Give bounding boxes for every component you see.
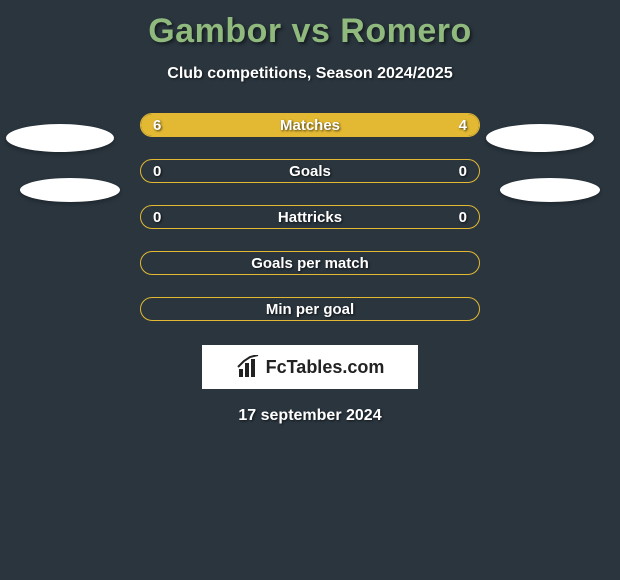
stats-container: 6 Matches 4 0 Goals 0 0 Hattricks 0 Goal… [0,113,620,321]
stat-right-value: 4 [459,117,467,134]
stat-row-matches: 6 Matches 4 [140,113,480,137]
stat-row-hattricks: 0 Hattricks 0 [140,205,480,229]
page-title: Gambor vs Romero [0,0,620,51]
stat-label: Goals [289,163,331,180]
bar-chart-icon [236,355,262,379]
fctables-logo[interactable]: FcTables.com [202,345,418,389]
stat-label: Matches [280,117,340,134]
subtitle: Club competitions, Season 2024/2025 [0,65,620,83]
stat-left-value: 0 [153,209,161,226]
stat-row-min-per-goal: Min per goal [140,297,480,321]
stat-label: Min per goal [266,301,354,318]
stat-left-value: 0 [153,163,161,180]
stat-label: Goals per match [251,255,369,272]
stat-right-value: 0 [459,163,467,180]
stat-row-goals: 0 Goals 0 [140,159,480,183]
stat-label: Hattricks [278,209,342,226]
stat-row-goals-per-match: Goals per match [140,251,480,275]
stat-right-value: 0 [459,209,467,226]
stat-left-value: 6 [153,117,161,134]
date-label: 17 september 2024 [0,407,620,425]
logo-text: FcTables.com [266,357,385,378]
